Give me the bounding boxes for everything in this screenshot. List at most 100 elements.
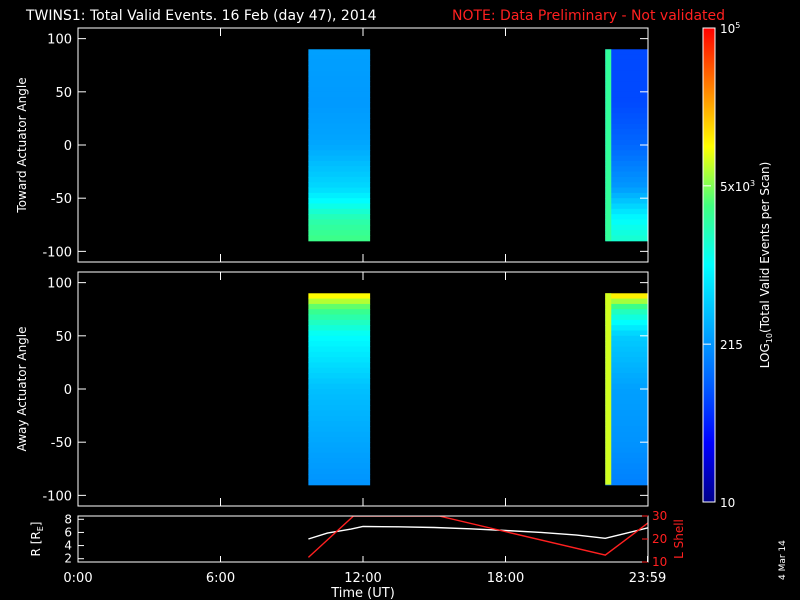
toward-angle-panel: 100 50 0 -50 -100 Toward Actuator Angle: [15, 27, 649, 263]
heatmap-cell: [308, 86, 371, 93]
heatmap-cell: [605, 447, 648, 454]
heatmap-cell: [605, 219, 648, 226]
heatmap-cell: [605, 49, 648, 56]
heatmap-cell: [308, 346, 371, 353]
heatmap-cell: [308, 81, 371, 88]
heatmap-cell: [308, 335, 371, 342]
y-tick-label: 50: [55, 86, 72, 101]
y-tick-label: -100: [42, 489, 72, 504]
heatmap-cell: [308, 404, 371, 411]
heatmap-cell: [308, 314, 371, 321]
heatmap-cell: [308, 187, 371, 194]
heatmap-cell: [308, 373, 371, 379]
colorbar-tick-label: 105: [720, 21, 740, 36]
heatmap-cell: [308, 303, 371, 310]
heatmap-edge-column: [605, 293, 612, 485]
y-tick-label: 50: [55, 330, 72, 345]
heatmap-cell: [605, 325, 648, 332]
heatmap-cell: [308, 436, 371, 443]
heatmap-cell: [308, 235, 371, 242]
heatmap-cell: [605, 426, 648, 433]
heatmap-cell: [605, 198, 648, 205]
heatmap-cell: [605, 346, 648, 353]
date-stamp: 4 Mar 14: [778, 540, 788, 580]
y-axis-label: Away Actuator Angle: [15, 326, 29, 451]
heatmap-cell: [605, 362, 648, 369]
heatmap-cell: [308, 139, 371, 146]
heatmap-cell: [308, 357, 371, 364]
heatmap-edge-column: [605, 49, 612, 241]
heatmap-cell: [308, 426, 371, 433]
heatmap-cell: [308, 176, 371, 183]
heatmap-cell: [605, 75, 648, 82]
heatmap-cell: [308, 442, 371, 449]
heatmap-cell: [605, 351, 648, 358]
x-tick-label: 12:00: [344, 571, 381, 586]
heatmap-cell: [308, 97, 371, 104]
heatmap-cell: [605, 463, 648, 470]
y-axis-label-right: L Shell: [672, 519, 686, 559]
y-tick-label: 0: [64, 383, 72, 398]
heatmap-cell: [308, 341, 371, 348]
heatmap-cell: [308, 59, 371, 66]
heatmap-cell: [605, 145, 648, 151]
data-block: [605, 293, 648, 486]
heatmap-cell: [308, 378, 371, 385]
y-tick-label-right: 20: [652, 532, 667, 546]
heatmap-cell: [308, 171, 371, 178]
y-tick-label-right: 10: [652, 555, 667, 569]
heatmap-cell: [605, 97, 648, 104]
heatmap-cell: [308, 123, 371, 130]
heatmap-cell: [308, 479, 371, 486]
colorbar-gradient: [702, 27, 716, 503]
heatmap-cell: [605, 335, 648, 342]
heatmap-cell: [605, 341, 648, 348]
y-tick-label: 2: [64, 552, 72, 566]
heatmap-cell: [308, 309, 371, 316]
x-tick-label: 18:00: [487, 571, 524, 586]
colorbar-label: LOG10(Total Valid Events per Scan): [758, 162, 774, 369]
colorbar-tick-label: 10: [720, 496, 735, 510]
y-tick-label: -100: [42, 245, 72, 260]
y-axis-label: R [RE]: [29, 522, 45, 557]
heatmap-cell: [605, 383, 648, 390]
colorbar-tick-label: 5x103: [720, 179, 755, 194]
heatmap-cell: [308, 203, 371, 210]
heatmap-cell: [605, 187, 648, 194]
heatmap-cell: [308, 367, 371, 374]
x-axis-label: Time (UT): [330, 586, 395, 600]
heatmap-cell: [308, 230, 371, 237]
heatmap-cell: [605, 155, 648, 162]
heatmap-cell: [605, 129, 648, 135]
heatmap-cell: [605, 452, 648, 459]
heatmap-cell: [605, 319, 648, 326]
chart-title: TWINS1: Total Valid Events. 16 Feb (day …: [25, 8, 377, 24]
colorbar: LOG10(Total Valid Events per Scan) 10 215…: [702, 21, 774, 510]
data-note: NOTE: Data Preliminary - Not validated: [452, 8, 725, 24]
heatmap-cell: [308, 383, 371, 390]
heatmap-cell: [308, 447, 371, 454]
heatmap-cell: [605, 182, 648, 189]
heatmap-cell: [605, 203, 648, 210]
y-tick-label: -50: [51, 436, 72, 451]
heatmap-cell: [605, 293, 648, 300]
heatmap-cell: [308, 129, 371, 135]
heatmap-cell: [308, 192, 371, 199]
heatmap-cell: [605, 479, 648, 486]
heatmap-cell: [605, 54, 648, 61]
heatmap-cell: [605, 81, 648, 88]
away-angle-panel: 100 50 0 -50 -100 Away Actuator Angle: [15, 271, 649, 507]
heatmap-cell: [308, 91, 371, 98]
heatmap-cell: [605, 160, 648, 167]
heatmap-cell: [605, 442, 648, 449]
y-tick-label: 4: [64, 539, 72, 553]
y-axis-label: Toward Actuator Angle: [15, 77, 29, 213]
heatmap-cell: [308, 65, 371, 72]
heatmap-cell: [605, 410, 648, 417]
heatmap-cell: [308, 394, 371, 401]
heatmap-cell: [605, 86, 648, 93]
heatmap-cell: [308, 330, 371, 337]
heatmap-cell: [605, 107, 648, 114]
